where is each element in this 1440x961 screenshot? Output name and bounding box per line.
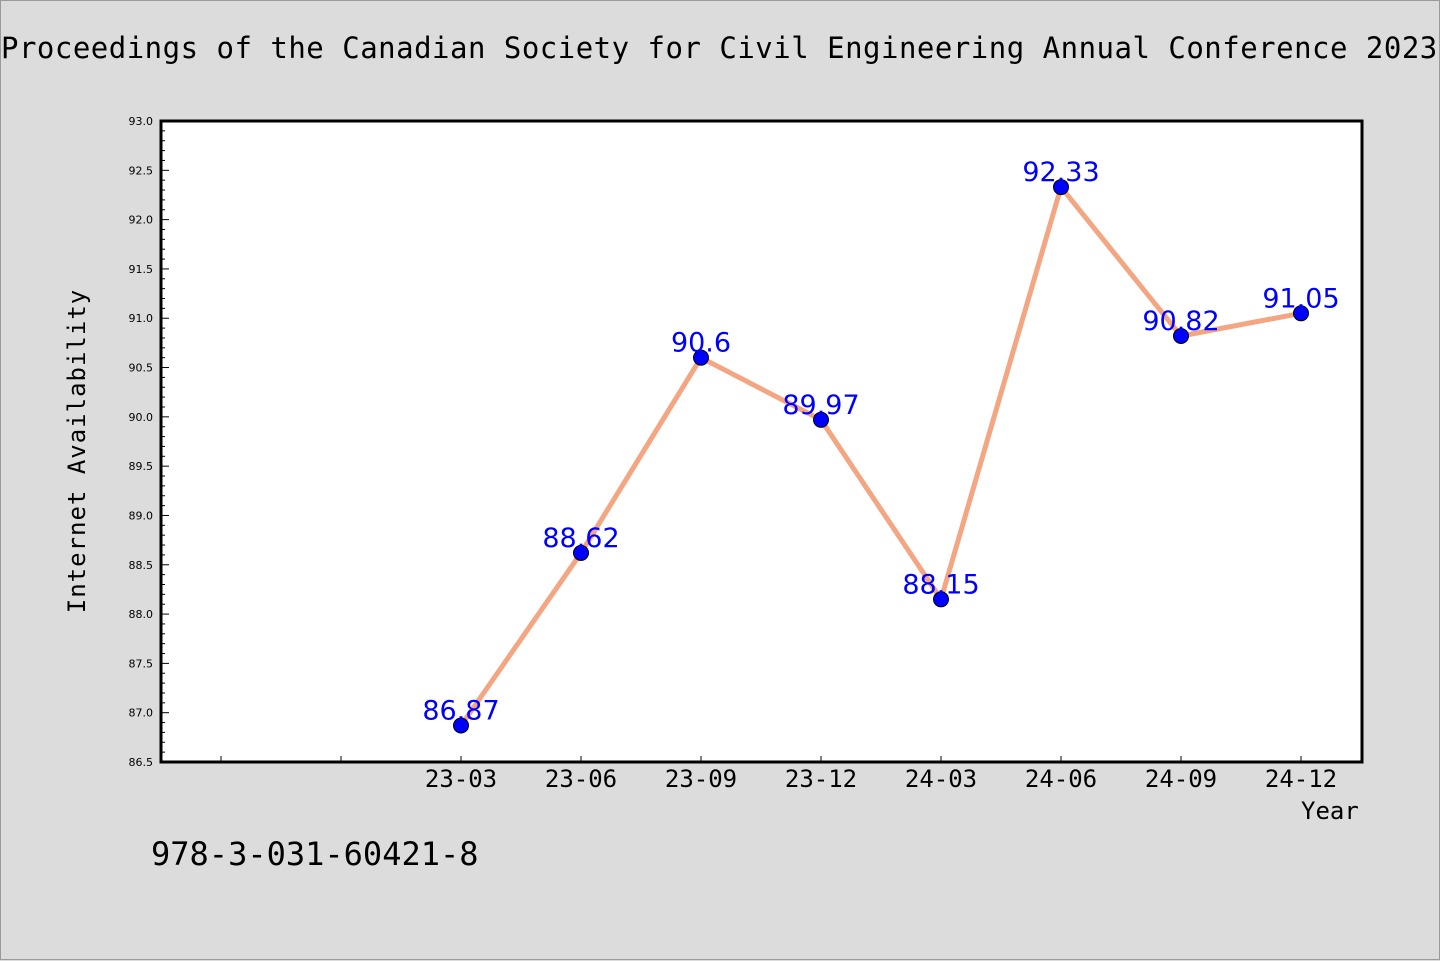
y-tick-label: 90.0 [129, 411, 154, 424]
x-tick-label: 24-06 [1025, 765, 1097, 793]
y-tick-label: 87.0 [129, 707, 154, 720]
data-point [933, 591, 949, 608]
data-label: 90.6 [671, 328, 731, 359]
page-title: Proceedings of the Canadian Society for … [1, 31, 1438, 65]
data-point [1293, 305, 1309, 322]
x-tick-label: 24-12 [1265, 765, 1337, 793]
data-point [813, 411, 829, 428]
data-label: 92.33 [1022, 157, 1099, 188]
plot-area [161, 121, 1362, 762]
data-point [453, 717, 469, 734]
x-axis-ticks: 23-03 23-06 23-09 23-12 24-03 24-06 24-09 24-12 [220, 756, 1337, 793]
x-tick-label: 23-09 [665, 765, 737, 793]
y-tick-label: 91.5 [129, 263, 154, 276]
y-tick-label: 87.5 [129, 657, 154, 670]
x-axis-label: Year [1301, 797, 1359, 825]
isbn-text: 978-3-031-60421-8 [151, 835, 479, 873]
y-tick-label: 89.5 [129, 460, 154, 473]
series-group: 86.87 88.62 90.6 89.97 88.15 92.33 90.82 91.05 [422, 157, 1340, 734]
y-tick-label: 92.5 [129, 164, 154, 177]
data-label: 88.15 [902, 569, 979, 600]
y-tick-label: 88.5 [129, 559, 154, 572]
x-tick-label: 23-03 [425, 765, 497, 793]
data-point [573, 544, 589, 561]
x-tick-label: 24-03 [905, 765, 977, 793]
y-tick-label: 86.5 [129, 756, 154, 769]
y-tick-label: 89.0 [129, 509, 154, 522]
data-point [1053, 179, 1069, 196]
x-tick-label: 23-12 [785, 765, 857, 793]
x-tick-label: 23-06 [545, 765, 617, 793]
x-tick-label: 24-09 [1145, 765, 1217, 793]
y-tick-label: 90.5 [129, 362, 154, 375]
data-point [693, 349, 709, 366]
y-tick-label: 92.0 [129, 214, 154, 227]
y-tick-label: 91.0 [129, 312, 154, 325]
data-label: 88.62 [542, 523, 619, 554]
data-label: 90.82 [1142, 306, 1219, 337]
data-label: 91.05 [1262, 283, 1339, 314]
data-label: 86.87 [422, 696, 499, 727]
data-label: 89.97 [782, 390, 859, 421]
y-tick-label: 93.0 [129, 115, 154, 128]
y-tick-label: 88.0 [129, 608, 154, 621]
plot-border [159, 119, 1364, 764]
data-point [1173, 327, 1189, 344]
y-axis-ticks: 86.5 87.0 87.5 88.0 88.5 89.0 89.5 90.0 90.5 91.0… [129, 115, 169, 769]
series-line [458, 184, 1304, 729]
